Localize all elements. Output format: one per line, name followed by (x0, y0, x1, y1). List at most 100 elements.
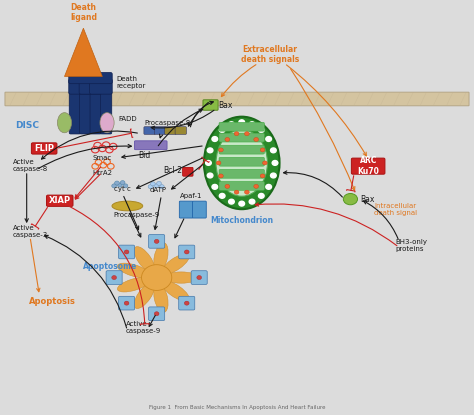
Circle shape (249, 122, 255, 127)
Circle shape (260, 148, 265, 152)
FancyBboxPatch shape (219, 133, 264, 142)
FancyBboxPatch shape (149, 307, 164, 321)
Circle shape (225, 137, 230, 142)
Ellipse shape (216, 129, 267, 196)
Circle shape (254, 184, 258, 188)
FancyBboxPatch shape (135, 141, 167, 150)
Circle shape (245, 132, 249, 136)
Ellipse shape (162, 281, 189, 301)
Circle shape (159, 185, 164, 189)
Text: Active
caspase-3: Active caspase-3 (12, 225, 48, 238)
FancyBboxPatch shape (179, 201, 193, 218)
Circle shape (112, 184, 117, 188)
Text: Intracellular
death signal: Intracellular death signal (374, 203, 417, 216)
Circle shape (239, 120, 245, 124)
Circle shape (155, 239, 159, 243)
FancyBboxPatch shape (164, 127, 176, 134)
Text: DISC: DISC (15, 121, 39, 130)
Circle shape (155, 312, 159, 316)
FancyBboxPatch shape (144, 127, 155, 134)
FancyBboxPatch shape (219, 145, 264, 154)
FancyBboxPatch shape (80, 91, 91, 134)
Ellipse shape (118, 278, 150, 292)
FancyBboxPatch shape (31, 143, 57, 154)
Circle shape (219, 193, 225, 198)
Text: ARC
Ku70: ARC Ku70 (357, 156, 379, 176)
Circle shape (260, 174, 265, 178)
Text: Procaspase-9: Procaspase-9 (113, 212, 159, 218)
Text: Bid: Bid (138, 151, 150, 160)
FancyBboxPatch shape (90, 91, 101, 134)
Ellipse shape (154, 284, 168, 312)
Ellipse shape (57, 112, 72, 133)
FancyBboxPatch shape (175, 127, 186, 134)
FancyBboxPatch shape (179, 245, 195, 259)
Circle shape (249, 199, 255, 204)
Text: Active
caspase-8: Active caspase-8 (12, 159, 48, 172)
Circle shape (228, 199, 234, 204)
Text: Figure 1  From Basic Mechanisms In Apoptosis And Heart Failure: Figure 1 From Basic Mechanisms In Apopto… (149, 405, 325, 410)
Circle shape (239, 201, 245, 206)
Circle shape (228, 122, 234, 127)
FancyBboxPatch shape (219, 181, 264, 190)
Circle shape (271, 148, 276, 153)
Text: Extracellular
death signals: Extracellular death signals (241, 45, 299, 64)
Circle shape (266, 184, 272, 189)
Ellipse shape (134, 283, 155, 308)
FancyBboxPatch shape (149, 234, 164, 248)
Circle shape (184, 301, 189, 305)
Ellipse shape (343, 193, 357, 205)
FancyBboxPatch shape (69, 79, 91, 94)
Text: BH3-only
proteins: BH3-only proteins (395, 239, 428, 252)
Circle shape (272, 161, 278, 165)
FancyBboxPatch shape (106, 271, 122, 284)
FancyBboxPatch shape (118, 245, 135, 259)
FancyBboxPatch shape (69, 73, 112, 84)
Circle shape (124, 250, 129, 254)
FancyBboxPatch shape (5, 92, 469, 106)
Text: FADD: FADD (118, 117, 137, 122)
Circle shape (115, 181, 119, 185)
Ellipse shape (118, 263, 150, 278)
FancyBboxPatch shape (219, 122, 264, 131)
Ellipse shape (162, 254, 189, 274)
Circle shape (120, 181, 125, 185)
Polygon shape (64, 28, 102, 76)
Circle shape (271, 173, 276, 178)
Circle shape (197, 276, 201, 280)
Text: Death
receptor: Death receptor (117, 76, 146, 89)
Text: dATP: dATP (150, 187, 166, 193)
Ellipse shape (100, 112, 114, 133)
Circle shape (234, 190, 239, 194)
Circle shape (142, 265, 172, 290)
Text: Procaspase-8: Procaspase-8 (145, 120, 191, 125)
Circle shape (184, 250, 189, 254)
Circle shape (207, 148, 213, 153)
Text: XIAP: XIAP (49, 196, 71, 205)
Circle shape (263, 161, 267, 165)
Circle shape (212, 137, 218, 142)
FancyBboxPatch shape (118, 296, 135, 310)
FancyBboxPatch shape (182, 167, 193, 176)
Text: Apoptosis: Apoptosis (29, 297, 76, 306)
FancyBboxPatch shape (351, 158, 385, 174)
Text: Apoptosome: Apoptosome (83, 262, 137, 271)
Text: FLIP: FLIP (34, 144, 54, 153)
Text: Active
caspase-9: Active caspase-9 (126, 321, 161, 334)
FancyBboxPatch shape (100, 91, 112, 134)
Circle shape (118, 183, 122, 187)
FancyBboxPatch shape (192, 201, 206, 218)
Ellipse shape (134, 247, 155, 272)
Circle shape (207, 173, 213, 178)
Circle shape (234, 132, 239, 136)
FancyBboxPatch shape (179, 296, 195, 310)
FancyBboxPatch shape (191, 271, 207, 284)
Text: Bax: Bax (219, 100, 233, 110)
Circle shape (219, 127, 225, 132)
Circle shape (154, 184, 158, 188)
Circle shape (258, 127, 264, 132)
Circle shape (112, 276, 117, 280)
Text: Bcl-2: Bcl-2 (164, 166, 182, 176)
Circle shape (156, 181, 161, 186)
FancyBboxPatch shape (90, 79, 112, 94)
